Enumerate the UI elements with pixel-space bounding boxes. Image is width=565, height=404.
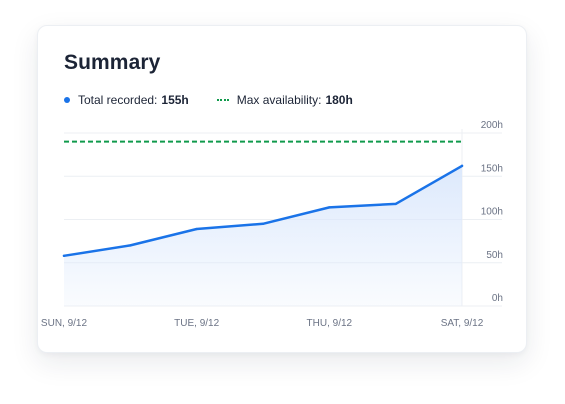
series-area [64, 165, 462, 306]
summary-card: Summary Total recorded: 155h Max availab… [37, 25, 527, 353]
data-point [62, 254, 66, 258]
y-tick-label: 150h [481, 163, 503, 174]
legend-item-total-recorded: Total recorded: 155h [64, 93, 189, 107]
legend-max-label: Max availability: [236, 93, 322, 107]
data-point [129, 244, 132, 247]
legend-recorded-label: Total recorded: [78, 93, 158, 107]
legend-recorded-value: 155h [161, 93, 189, 107]
x-tick-label: TUE, 9/12 [174, 318, 219, 329]
card-title: Summary [64, 51, 161, 74]
legend-dashed-line-icon [216, 99, 229, 101]
y-tick-label: 200h [481, 120, 503, 131]
data-point [195, 227, 198, 231]
x-tick-label: SAT, 9/12 [441, 318, 484, 329]
legend-item-max-availability: Max availability: 180h [216, 93, 353, 107]
y-tick-label: 100h [481, 207, 503, 218]
x-tick-label: SUN, 9/12 [41, 318, 88, 329]
y-tick-label: 0h [492, 293, 503, 304]
data-point [460, 164, 464, 168]
x-tick-label: THU, 9/12 [307, 318, 353, 329]
data-point [261, 222, 265, 226]
y-tick-label: 50h [486, 250, 503, 261]
legend-max-value: 180h [325, 93, 353, 107]
data-point [328, 206, 331, 209]
line-chart: 0h 50h 100h 150h 200h SUN, 9/12 TUE, 9/12 THU, … [41, 120, 503, 329]
chart-legend: Total recorded: 155h Max availability: 1… [64, 93, 353, 107]
legend-dot-icon [64, 97, 70, 103]
data-point [394, 202, 397, 206]
